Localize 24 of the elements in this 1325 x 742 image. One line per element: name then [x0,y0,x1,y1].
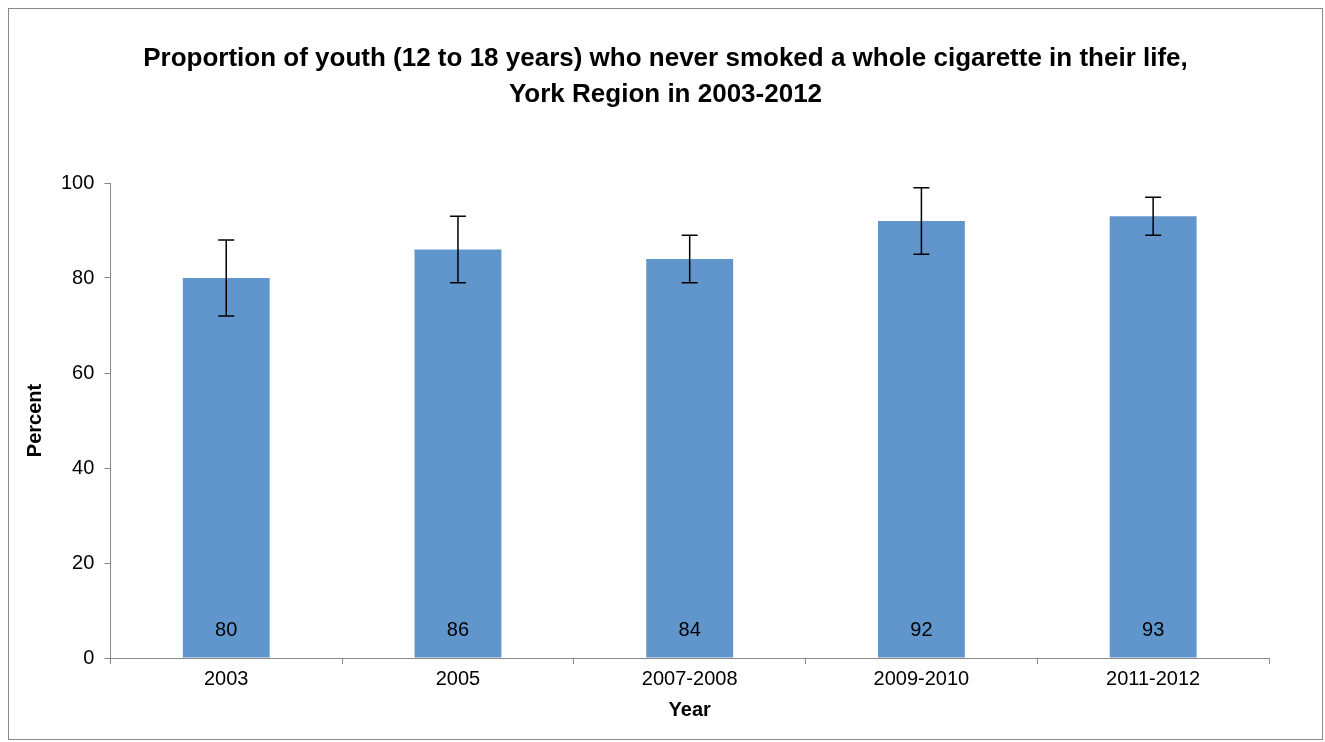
y-tick-label: 20 [72,550,95,573]
x-axis-title: Year [668,697,712,720]
y-tick-label: 0 [83,645,95,668]
data-label: 80 [215,617,238,640]
bar [877,221,965,658]
bar [182,278,270,658]
bar [1109,216,1197,658]
y-tick-label: 80 [72,265,95,288]
chart-title: Proportion of youth (12 to 18 years) who never smoked a whole cigarette in their life, York Region in 2003-2012 [142,41,1189,110]
x-tick-label: 2007-2008 [641,666,738,689]
y-tick-label: 40 [72,455,95,478]
x-tick-label: 2003 [203,666,249,689]
y-tick-label: 100 [60,170,95,193]
data-label: 92 [910,617,933,640]
bar [646,259,734,658]
y-tick-label: 60 [72,360,95,383]
x-tick-label: 2009-2010 [873,666,970,689]
bar [414,249,502,658]
x-tick-label: 2011-2012 [1106,666,1201,689]
data-label: 93 [1142,617,1165,640]
x-tick-label: 2005 [435,666,481,689]
data-label: 84 [678,617,701,640]
y-axis-title: Percent [22,383,45,458]
data-label: 86 [446,617,470,640]
